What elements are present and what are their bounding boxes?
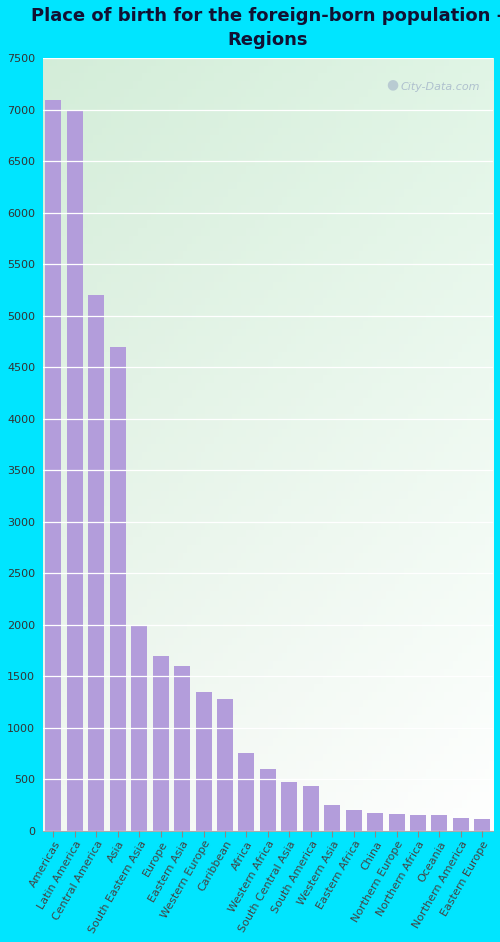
Bar [302,787,319,831]
Bar [152,656,168,831]
Bar [282,782,298,831]
Bar [324,804,340,831]
Bar [46,100,62,831]
Text: City-Data.com: City-Data.com [400,82,479,91]
Bar [196,691,212,831]
Bar [217,699,233,831]
Bar [110,347,126,831]
Bar [131,625,148,831]
Bar [474,820,490,831]
Bar [238,754,254,831]
Bar [346,810,362,831]
Bar [260,769,276,831]
Bar [432,815,448,831]
Title: Place of birth for the foreign-born population -
Regions: Place of birth for the foreign-born popu… [32,7,500,49]
Bar [410,815,426,831]
Bar [388,814,404,831]
Bar [88,295,104,831]
Bar [453,819,469,831]
Bar [174,666,190,831]
Text: ●: ● [386,78,398,91]
Bar [67,110,83,831]
Bar [367,813,383,831]
